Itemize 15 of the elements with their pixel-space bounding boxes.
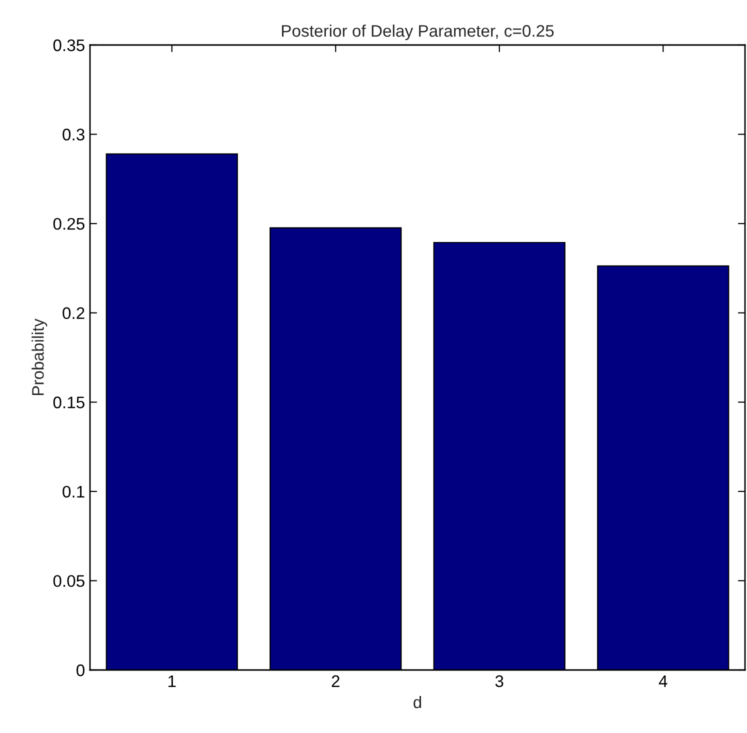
x-tick-label: 3 <box>495 675 504 688</box>
y-tick-label: 0.1 <box>62 486 84 498</box>
x-axis-title: d <box>414 696 422 708</box>
y-tick-label: 0.35 <box>53 39 84 52</box>
x-tick-label: 1 <box>168 675 176 687</box>
y-tick-label: 0.15 <box>53 396 84 408</box>
y-tick-label: 0.25 <box>53 218 84 230</box>
y-axis-title: Probability <box>32 318 48 396</box>
y-tick-label: 0.05 <box>53 575 84 587</box>
y-tick-label: 0.2 <box>62 307 84 320</box>
y-tick-label: 0.3 <box>62 128 84 140</box>
y-tick-label: 0 <box>76 664 84 676</box>
x-tick-label: 2 <box>332 675 340 687</box>
x-tick-label: 4 <box>658 675 668 687</box>
chart-title: Posterior of Delay Parameter, c=0.25 <box>282 24 554 40</box>
